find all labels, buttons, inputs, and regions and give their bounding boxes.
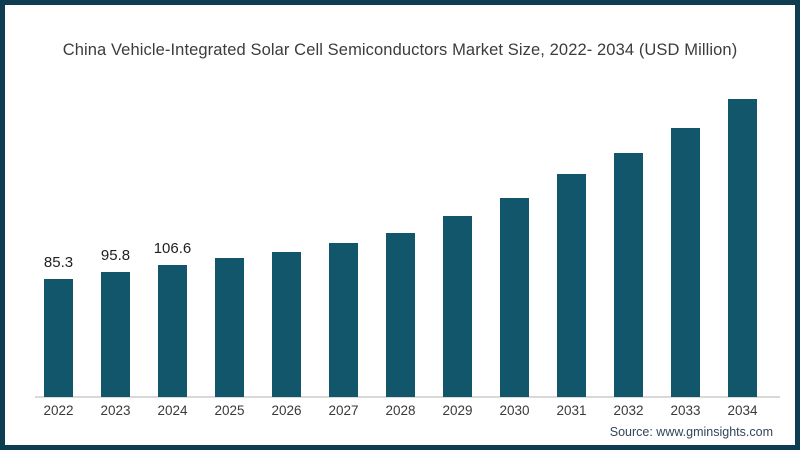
bar-2034: [728, 98, 757, 397]
bar-wrapper-2028: [381, 232, 421, 397]
bar-wrapper-2024: 106.6: [153, 241, 193, 397]
bar-wrapper-2032: [609, 152, 649, 397]
bar-2033: [671, 127, 700, 397]
bar-value-label: 95.8: [100, 246, 131, 264]
bar-2029: [443, 215, 472, 397]
bar-2030: [500, 197, 529, 397]
bar-2022: [44, 278, 73, 397]
bar-wrapper-2029: [438, 215, 478, 397]
x-tick-label-2023: 2023: [100, 403, 131, 418]
bar-2027: [329, 242, 358, 397]
bar-wrapper-2023: 95.8: [96, 248, 136, 397]
chart-title: China Vehicle-Integrated Solar Cell Semi…: [62, 41, 738, 59]
bar-wrapper-2025: [210, 257, 250, 397]
x-tick-label-2034: 2034: [727, 403, 758, 418]
bar-wrapper-2033: [666, 127, 706, 397]
bar-wrapper-2022: 85.3: [39, 255, 79, 397]
source-attribution: Source: www.gminsights.com: [609, 425, 773, 439]
bar-wrapper-2030: [495, 197, 535, 397]
bar-wrapper-2031: [552, 173, 592, 397]
bar-value-label: 85.3: [43, 253, 74, 271]
bar-2025: [215, 257, 244, 397]
x-tick-label-2026: 2026: [271, 403, 302, 418]
x-tick-label-2028: 2028: [385, 403, 416, 418]
bar-2026: [272, 251, 301, 397]
bar-value-label: 106.6: [153, 239, 192, 257]
x-tick-label-2031: 2031: [556, 403, 587, 418]
bar-wrapper-2034: [723, 98, 763, 397]
x-tick-label-2029: 2029: [442, 403, 473, 418]
x-tick-label-2027: 2027: [328, 403, 359, 418]
bar-wrapper-2026: [267, 251, 307, 397]
x-tick-label-2024: 2024: [157, 403, 188, 418]
bar-2031: [557, 173, 586, 397]
bar-2024: [158, 264, 187, 397]
bar-2023: [101, 271, 130, 397]
x-axis-line: [35, 396, 780, 398]
x-tick-label-2033: 2033: [670, 403, 701, 418]
x-tick-label-2022: 2022: [43, 403, 74, 418]
bar-wrapper-2027: [324, 242, 364, 397]
x-tick-label-2030: 2030: [499, 403, 530, 418]
bar-2028: [386, 232, 415, 397]
x-tick-label-2025: 2025: [214, 403, 245, 418]
x-tick-label-2032: 2032: [613, 403, 644, 418]
bar-2032: [614, 152, 643, 397]
plot-area: 85.3 95.8 106.6 2022 2023 2024 2025 2026 2027 20…: [5, 5, 795, 445]
